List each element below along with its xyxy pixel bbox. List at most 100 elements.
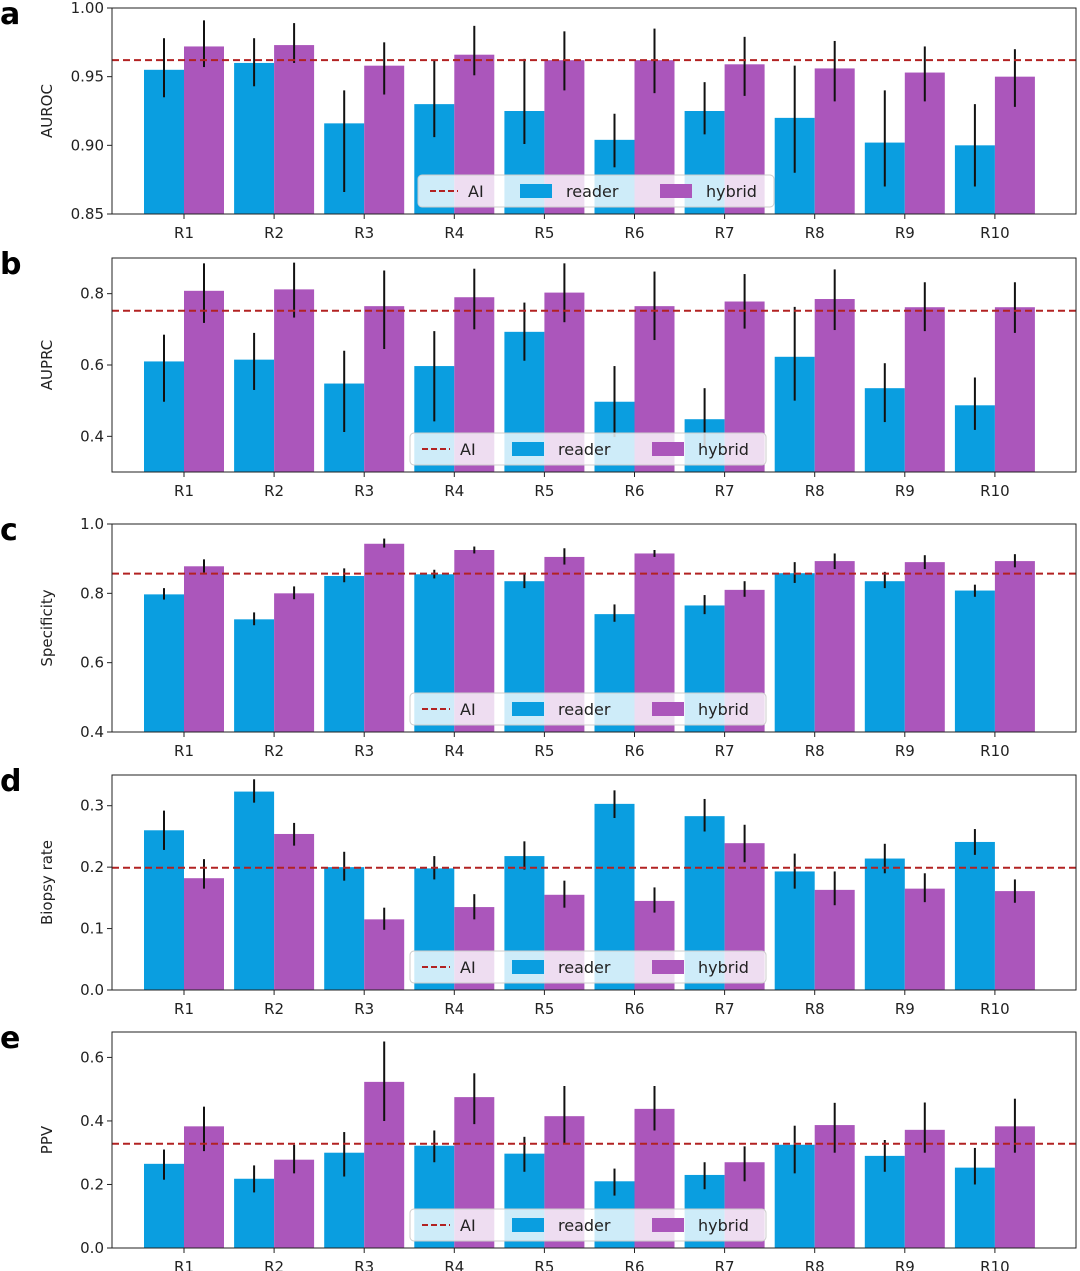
x-tick-label: R6 — [625, 1000, 645, 1018]
x-tick-label: R6 — [625, 224, 645, 242]
legend-ai-label: AI — [460, 700, 476, 719]
legend: AI reader hybrid — [409, 692, 767, 726]
panel-c: c Specificity 0.4 0.6 0.8 1.0 R1 R2 R3 R4 R5 R6 R7 R8… — [0, 513, 1077, 760]
x-tick-label: R4 — [444, 482, 464, 500]
hybrid-bar — [994, 307, 1035, 472]
panel-b: b AUPRC 0.4 0.6 0.8 R1 R2 R3 R4 R5 R6 R7 R8 R9 R10 AI re… — [0, 247, 1077, 500]
hybrid-bar — [904, 888, 945, 990]
x-tick-label: R4 — [444, 224, 464, 242]
reader-bar — [324, 576, 365, 732]
y-tick-label: 1.0 — [80, 515, 104, 533]
hybrid-bar — [274, 289, 315, 472]
axes-frame — [111, 257, 1077, 473]
legend-ai-label: AI — [460, 958, 476, 977]
x-tick-label: R10 — [980, 482, 1010, 500]
legend-reader-swatch — [512, 442, 544, 456]
legend-hybrid-label: hybrid — [698, 440, 749, 459]
legend-reader-label: reader — [566, 182, 619, 201]
hybrid-bar — [274, 593, 315, 732]
panel-letter: c — [0, 513, 18, 548]
legend-hybrid-swatch — [652, 1218, 684, 1232]
y-tick-label: 0.0 — [80, 981, 104, 999]
legend: AI reader hybrid — [417, 174, 775, 208]
reader-bar — [774, 573, 815, 732]
x-tick-label: R8 — [805, 742, 825, 760]
x-tick-label: R9 — [895, 482, 915, 500]
x-tick-label: R3 — [354, 224, 374, 242]
y-tick-label: 0.0 — [80, 1239, 104, 1257]
reader-bar — [864, 858, 905, 990]
y-tick-label: 0.90 — [71, 136, 104, 154]
legend: AI reader hybrid — [409, 432, 767, 466]
y-tick-label: 0.6 — [80, 356, 104, 374]
hybrid-bar — [904, 307, 945, 472]
legend-reader-label: reader — [558, 440, 611, 459]
legend-ai-label: AI — [468, 182, 484, 201]
y-tick-label: 0.6 — [80, 654, 104, 672]
legend-hybrid-label: hybrid — [698, 700, 749, 719]
hybrid-bar — [994, 891, 1035, 990]
legend-reader-label: reader — [558, 700, 611, 719]
x-tick-label: R10 — [980, 1258, 1010, 1271]
x-tick-label: R8 — [805, 1258, 825, 1271]
x-tick-label: R1 — [174, 1258, 194, 1271]
panel-e: e PPV 0.0 0.2 0.4 0.6 R1 R2 R3 R4 R5 R6 R7 R8 R9 R10 AI r… — [0, 1021, 1077, 1271]
hybrid-bar — [814, 889, 855, 990]
legend-hybrid-label: hybrid — [706, 182, 757, 201]
y-tick-label: 0.2 — [80, 858, 104, 876]
hybrid-bar — [274, 833, 315, 990]
x-tick-label: R4 — [444, 1258, 464, 1271]
y-axis-label: Biopsy rate — [38, 840, 56, 925]
reader-bar — [234, 619, 275, 732]
x-tick-label: R7 — [715, 1000, 735, 1018]
x-tick-label: R4 — [444, 742, 464, 760]
hybrid-bar — [364, 919, 405, 990]
x-tick-label: R6 — [625, 1258, 645, 1271]
panel-a: a AUROC 0.85 0.90 0.95 1.00 R1 R2 R3 R4 R5 R6 R7 R8 R9… — [0, 0, 1077, 242]
axes-frame — [111, 7, 1077, 215]
x-tick-label: R9 — [895, 1258, 915, 1271]
y-tick-label: 0.85 — [71, 205, 104, 223]
x-tick-label: R10 — [980, 224, 1010, 242]
reader-bar — [234, 791, 275, 990]
reader-bar — [864, 581, 905, 732]
hybrid-bar — [184, 878, 224, 990]
legend-box — [409, 432, 767, 466]
x-tick-label: R1 — [174, 742, 194, 760]
x-tick-label: R5 — [534, 1000, 554, 1018]
reader-bar — [324, 867, 365, 990]
hybrid-bar — [994, 561, 1035, 732]
x-tick-label: R3 — [354, 1000, 374, 1018]
x-tick-label: R3 — [354, 482, 374, 500]
x-tick-label: R7 — [715, 224, 735, 242]
legend-reader-label: reader — [558, 1216, 611, 1235]
y-axis-label: PPV — [38, 1125, 56, 1154]
legend-reader-label: reader — [558, 958, 611, 977]
x-tick-label: R8 — [805, 1000, 825, 1018]
y-tick-label: 0.95 — [71, 68, 104, 86]
y-tick-label: 0.4 — [80, 1112, 104, 1130]
hybrid-bar — [814, 561, 855, 732]
y-tick-label: 0.8 — [80, 285, 104, 303]
x-tick-label: R10 — [980, 742, 1010, 760]
panel-d: d Biopsy rate 0.0 0.1 0.2 0.3 R1 R2 R3 R4 R5 R6 R7 R8… — [0, 764, 1077, 1018]
y-tick-label: 0.1 — [80, 920, 104, 938]
x-tick-label: R9 — [895, 742, 915, 760]
x-tick-label: R2 — [264, 1258, 284, 1271]
hybrid-bar — [274, 1159, 315, 1248]
x-tick-label: R7 — [715, 1258, 735, 1271]
legend-reader-swatch — [512, 960, 544, 974]
axes-frame — [111, 1031, 1077, 1249]
legend-reader-swatch — [512, 1218, 544, 1232]
legend-box — [417, 174, 775, 208]
reader-bar — [954, 590, 995, 732]
legend: AI reader hybrid — [409, 1208, 767, 1242]
legend-ai-label: AI — [460, 440, 476, 459]
panel-letter: a — [0, 0, 20, 32]
legend-box — [409, 1208, 767, 1242]
y-tick-label: 0.4 — [80, 427, 104, 445]
y-axis-label: AUPRC — [38, 340, 56, 390]
y-axis-label: Specificity — [38, 589, 56, 666]
legend-box — [409, 692, 767, 726]
